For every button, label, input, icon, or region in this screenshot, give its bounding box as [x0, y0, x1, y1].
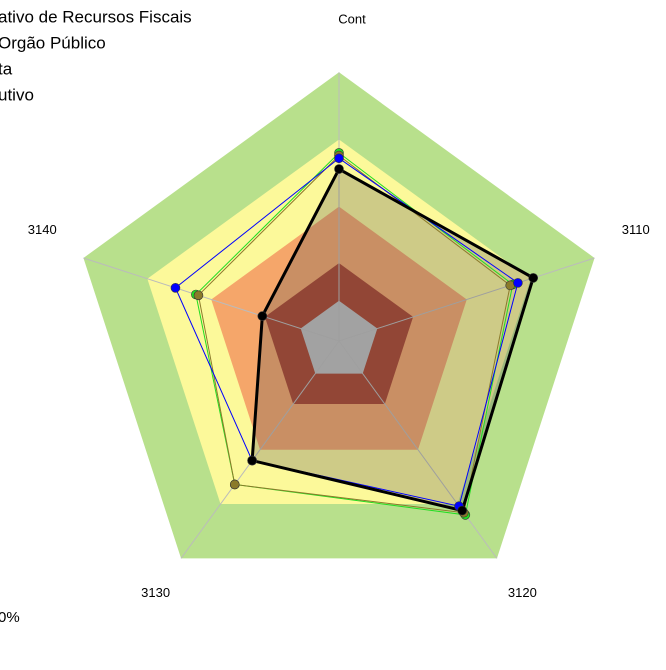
point [247, 455, 257, 466]
series-line [174, 157, 519, 507]
series-line [250, 166, 536, 513]
point [513, 278, 523, 288]
legend-label: ta [0, 59, 13, 78]
axis-label: 3120 [508, 585, 537, 600]
point [170, 283, 181, 293]
spoke [338, 340, 498, 559]
axis-label: 3130 [141, 585, 170, 600]
axis-label: 3140 [28, 222, 57, 237]
legend-label: Orgão Público [0, 33, 106, 52]
axis-label: Cont [338, 11, 366, 26]
point [193, 290, 204, 301]
note: 0% [0, 609, 20, 626]
legend-label: ativo de Recursos Fiscais [0, 7, 192, 26]
point [334, 164, 344, 174]
legend-label: utivo [0, 85, 34, 104]
series-area [252, 169, 534, 511]
point [457, 505, 467, 516]
point [229, 479, 240, 490]
series-line [197, 154, 511, 514]
point [257, 311, 268, 321]
spoke [180, 340, 340, 559]
series-line [195, 152, 514, 516]
spoke [338, 257, 595, 342]
spoke [83, 257, 340, 342]
point [334, 153, 344, 164]
point [528, 273, 539, 283]
axis-label: 3110 [622, 222, 650, 237]
